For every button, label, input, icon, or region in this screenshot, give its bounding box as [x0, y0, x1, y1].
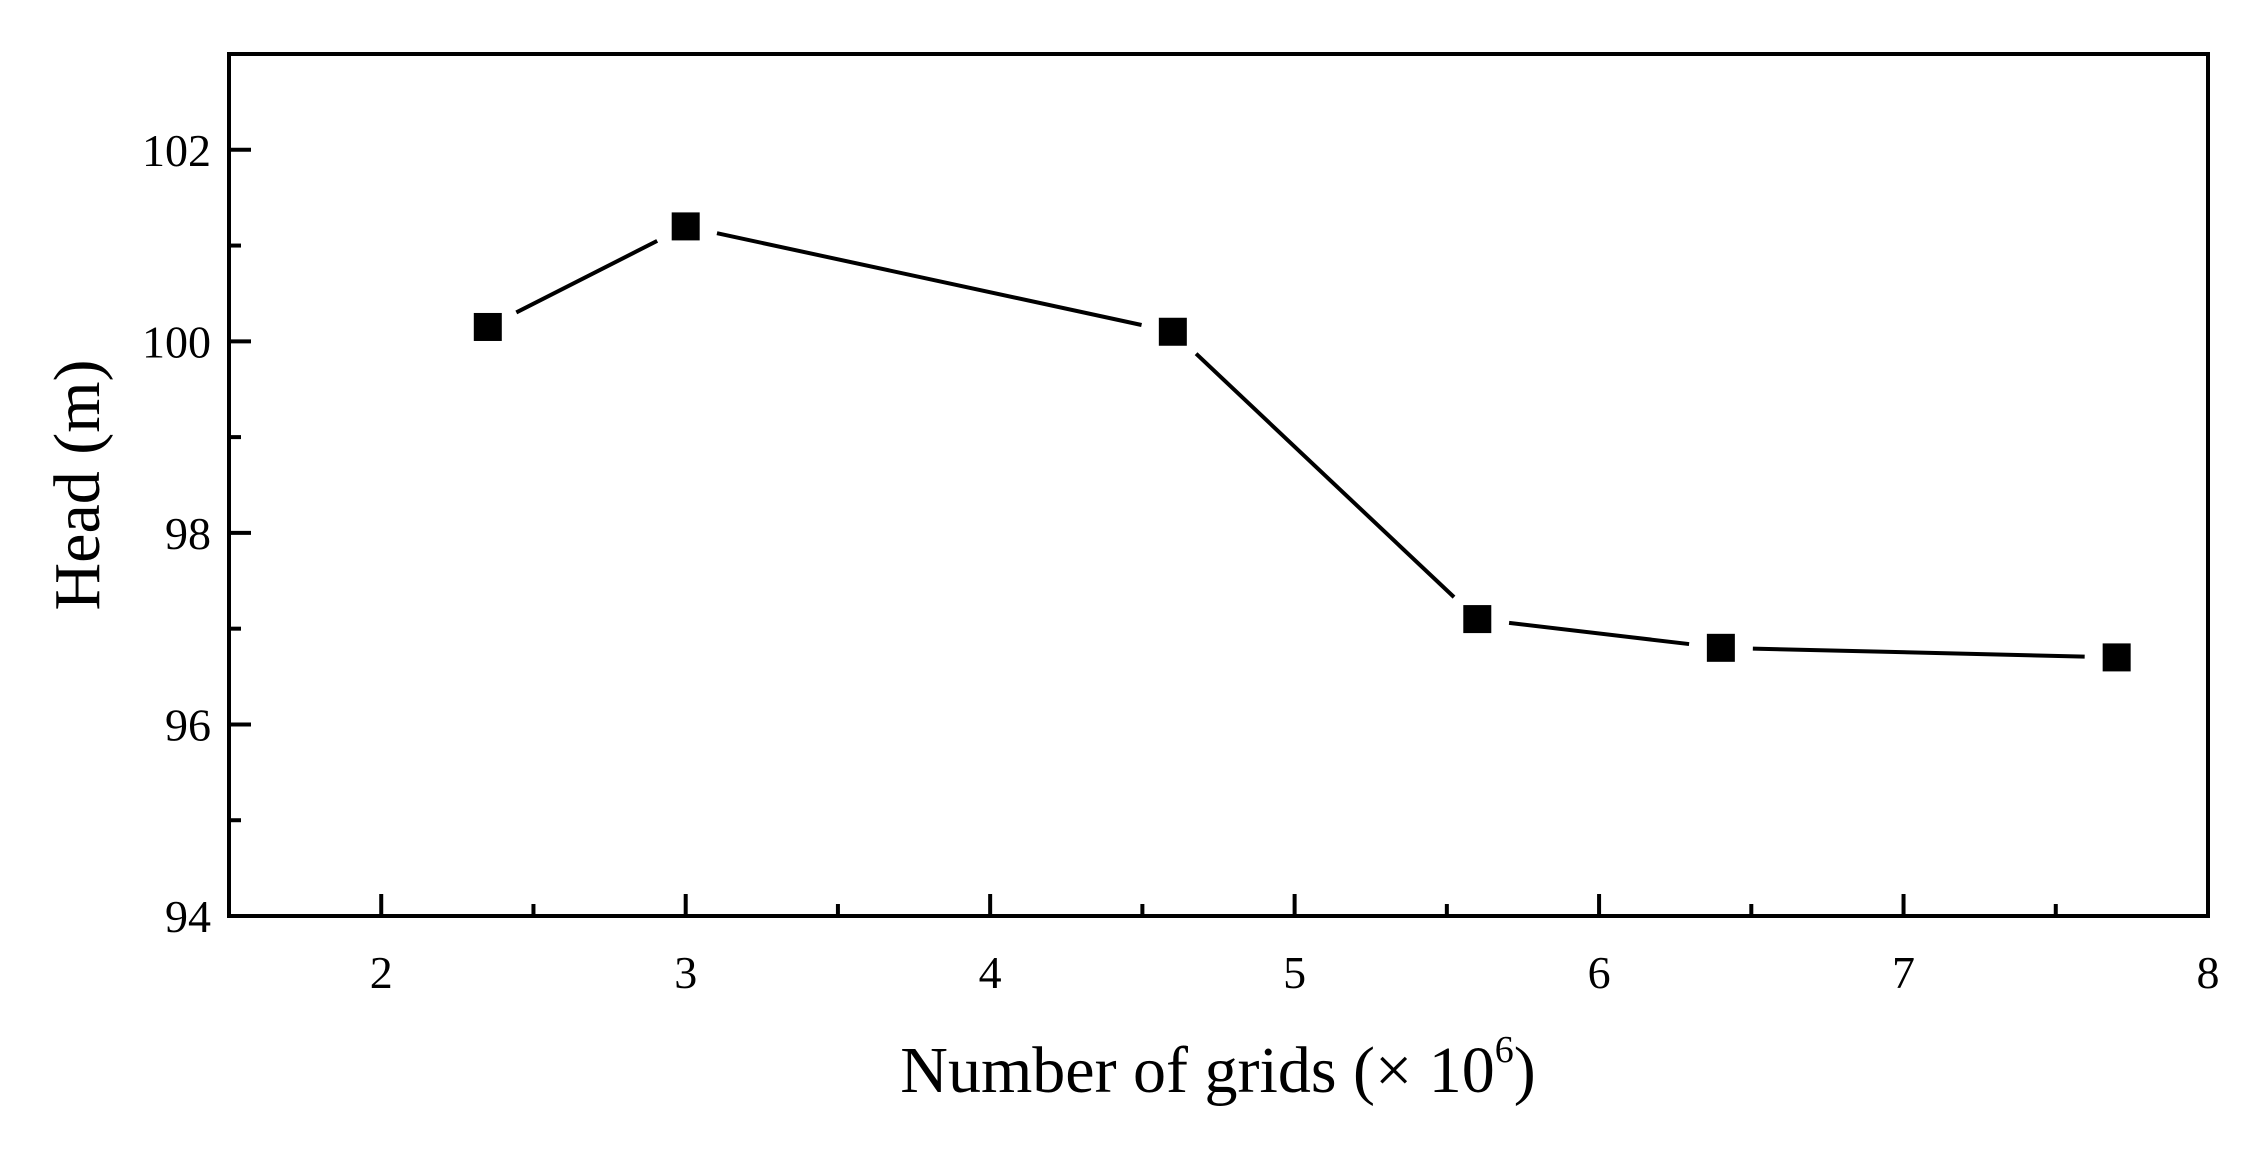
x-tick-label: 4 — [979, 947, 1002, 998]
plot-frame — [227, 52, 2210, 918]
data-point-marker — [2102, 643, 2131, 672]
data-point-marker — [1463, 605, 1492, 634]
tick-labels: 2 3 4 5 6 7 8 94 96 98 100 102 — [142, 125, 2220, 998]
x-axis-title-exponent: 6 — [1495, 1029, 1514, 1071]
y-tick-label: 98 — [165, 508, 211, 559]
series-line-segment — [1194, 352, 1456, 599]
x-axis-title-close: ) — [1514, 1034, 1536, 1107]
y-tick-label: 94 — [165, 891, 211, 942]
x-tick-label: 6 — [1588, 947, 1611, 998]
y-tick-label: 100 — [142, 316, 211, 367]
series-layer — [473, 212, 2131, 672]
axis-ticks — [229, 147, 2210, 918]
x-tick-label: 7 — [1892, 947, 1915, 998]
x-tick-label: 8 — [2197, 947, 2220, 998]
series-line-segment — [515, 239, 659, 315]
x-axis-title: Number of grids (× 106) — [900, 1029, 1535, 1107]
x-axis-title-main: Number of grids (× 10 — [900, 1034, 1494, 1107]
y-axis-title: Head (m) — [41, 359, 114, 610]
series-line-segment — [1752, 646, 2085, 659]
data-point-marker — [1706, 633, 1735, 662]
x-tick-label: 5 — [1283, 947, 1306, 998]
data-point-marker — [1158, 317, 1187, 346]
y-tick-label: 102 — [142, 125, 211, 176]
x-tick-label: 2 — [370, 947, 393, 998]
x-tick-label: 3 — [674, 947, 697, 998]
data-point-marker — [473, 312, 502, 341]
series-line-segment — [1508, 620, 1690, 647]
series-line-segment — [716, 231, 1142, 327]
data-point-marker — [671, 212, 700, 241]
y-tick-label: 96 — [165, 699, 211, 750]
